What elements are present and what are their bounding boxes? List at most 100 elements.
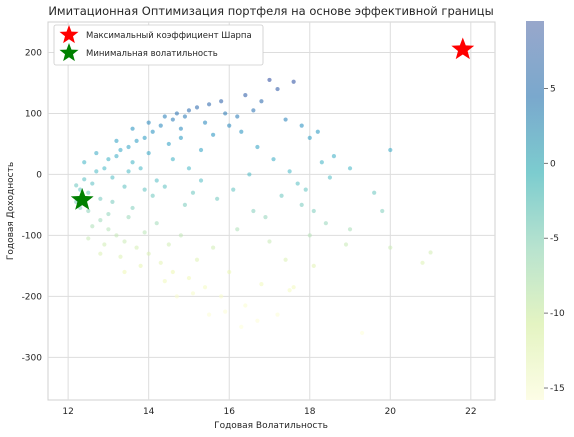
scatter-point: [134, 138, 139, 143]
colorbar-tick-labels: -15 -10 -5 0 5: [544, 84, 565, 394]
y-tick-labels: -300 -200 -100 0 100 200: [22, 48, 43, 363]
scatter-point: [118, 147, 123, 153]
scatter-point: [166, 242, 171, 247]
scatter-point: [162, 184, 167, 189]
scatter-point: [98, 218, 103, 223]
scatter-point: [158, 260, 163, 265]
scatter-point: [259, 282, 264, 287]
scatter-point: [215, 196, 220, 201]
scatter-point: [211, 245, 216, 250]
scatter-point: [206, 102, 212, 107]
colorbar-tick-label: 0: [550, 159, 556, 169]
y-tick-label: -200: [22, 292, 43, 302]
scatter-point: [142, 135, 147, 140]
max-sharpe-star: [451, 37, 475, 60]
y-tick-label: 0: [36, 170, 42, 180]
legend-label: Максимальный коэффициент Шарпа: [86, 31, 252, 41]
x-tick-label: 16: [223, 407, 235, 417]
scatter-point: [295, 181, 300, 186]
scatter-point: [138, 166, 143, 171]
scatter-point: [178, 135, 183, 140]
scatter-point: [110, 175, 115, 180]
scatter-point: [174, 294, 179, 299]
scatter-point: [90, 181, 95, 186]
scatter-point: [243, 303, 248, 308]
scatter-point: [86, 190, 91, 195]
scatter-point: [231, 187, 236, 192]
scatter-point: [372, 190, 377, 195]
y-tick-label: 200: [25, 48, 42, 58]
colorbar-tick-label: -10: [550, 309, 565, 319]
scatter-point: [251, 108, 256, 113]
legend-label: Минимальная волатильность: [86, 49, 218, 59]
scatter-point: [388, 245, 393, 250]
scatter-point: [130, 126, 135, 131]
colorbar-tick-label: -5: [550, 234, 559, 244]
scatter-point: [275, 86, 280, 92]
scatter-point: [275, 312, 280, 317]
scatter-point: [106, 157, 111, 162]
scatter-point: [380, 208, 385, 214]
special-points: [70, 37, 475, 210]
scatter-point: [319, 160, 324, 165]
scatter-point: [299, 202, 304, 208]
x-tick-label: 18: [304, 407, 316, 417]
scatter-point: [98, 196, 103, 201]
scatter-point: [299, 123, 304, 128]
scatter-point: [122, 269, 127, 275]
scatter-point: [202, 120, 208, 125]
scatter-point: [420, 260, 425, 265]
scatter-point: [182, 202, 188, 208]
scatter-point: [206, 312, 212, 317]
x-axis-label: Годовая Волатильность: [214, 421, 328, 431]
scatter-point: [255, 144, 260, 150]
scatter-point: [388, 147, 393, 153]
scatter-point: [279, 193, 284, 198]
scatter-point: [219, 294, 224, 299]
scatter-point: [182, 114, 188, 119]
scatter-point: [126, 144, 131, 150]
x-tick-labels: 12 14 16 18 20 22: [62, 407, 476, 417]
scatter-point: [327, 175, 332, 180]
colorbar-tick-label: 5: [550, 84, 556, 94]
scatter-point: [267, 77, 272, 83]
scatter-point: [126, 214, 131, 220]
scatter-point: [150, 129, 155, 134]
scatter-point: [251, 208, 256, 214]
scatter-point: [347, 227, 353, 232]
scatter-point: [122, 239, 127, 244]
scatter-point: [94, 169, 99, 174]
scatter-points: [74, 77, 433, 336]
scatter-point: [331, 154, 337, 159]
plot-area: 12 14 16 18 20 22 -300 -200 -100 0 100 200: [22, 21, 496, 417]
scatter-point: [82, 177, 87, 182]
scatter-point: [186, 166, 192, 171]
scatter-point: [190, 190, 196, 195]
scatter-point: [114, 154, 119, 159]
scatter-point: [227, 269, 232, 275]
scatter-point: [102, 242, 107, 247]
scatter-point: [283, 117, 288, 122]
scatter-point: [162, 279, 167, 284]
scatter-point: [323, 221, 328, 226]
scatter-point: [170, 117, 175, 122]
scatter-point: [146, 150, 151, 156]
scatter-point: [154, 178, 159, 183]
scatter-point: [150, 193, 155, 198]
scatter-point: [311, 208, 316, 214]
scatter-point: [190, 291, 196, 296]
scatter-point: [315, 129, 320, 134]
scatter-point: [178, 126, 183, 131]
colorbar: -15 -10 -5 0 5: [526, 21, 565, 400]
scatter-point: [303, 187, 308, 192]
scatter-point: [247, 172, 252, 177]
colorbar-tick-label: -15: [550, 384, 565, 394]
scatter-point: [227, 123, 232, 128]
y-tick-label: -100: [22, 231, 43, 241]
scatter-point: [142, 230, 147, 235]
scatter-point: [130, 160, 135, 165]
scatter-point: [291, 79, 296, 84]
x-tick-label: 22: [465, 407, 476, 417]
scatter-point: [170, 269, 175, 275]
y-tick-label: 100: [25, 109, 42, 119]
